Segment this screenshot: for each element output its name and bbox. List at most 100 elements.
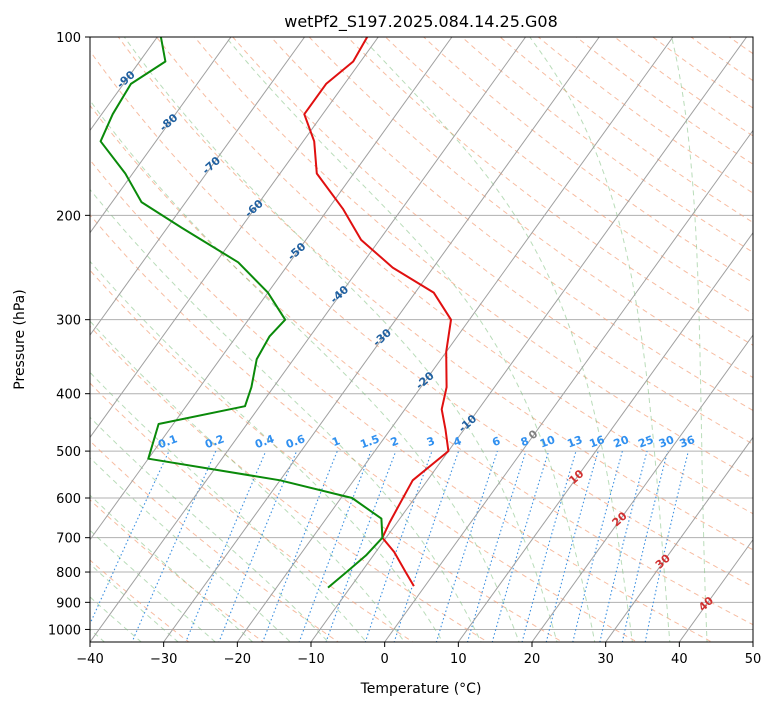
y-tick-label: 1000 [48,623,81,638]
y-tick-label: 700 [56,532,81,547]
isotherm-label: -10 [456,412,480,435]
mixing-ratio-line [466,450,527,642]
mixing-ratio-label: 25 [636,433,655,450]
x-tick-label: 40 [671,652,688,667]
temperature-profile [303,37,452,587]
dry-adiabat [90,159,713,642]
y-tick-label: 400 [56,388,81,403]
dewpoint-profile [99,37,384,589]
moist-adiabat [90,563,179,642]
mixing-ratio-line [491,450,550,642]
moist-adiabat [360,37,633,642]
isotherm-line [752,641,753,642]
dry-adiabat [346,37,753,346]
mixing-ratio-line [364,450,433,642]
moist-adiabat [90,596,142,642]
isotherm-line [90,37,306,336]
y-axis: 100 200 300 400 500 600 700 800 900 1000 [48,31,90,638]
x-tick-label: 50 [745,652,762,667]
mixing-ratio-line [185,450,267,642]
moist-adiabat [90,371,367,642]
mixing-ratio-label: 4 [452,434,464,449]
isotherm-label: -30 [370,326,394,349]
mixing-ratio-label: 0.6 [284,432,307,451]
mixing-ratio-line [644,450,689,642]
mixing-ratio-label: 2 [389,434,401,449]
x-axis: −40 −30 −20 −10 0 10 20 30 40 50 [76,642,761,667]
y-tick-label: 600 [56,492,81,507]
mixing-ratio-label: 0.2 [203,432,226,451]
background-lines [0,37,753,642]
y-tick-label: 900 [56,596,81,611]
y-tick-label: 800 [56,566,81,581]
isotherm-line [310,37,748,642]
isotherm-label: -40 [328,283,352,306]
dry-adiabat [193,37,753,480]
isotherm-line [90,37,453,541]
moist-adiabat [225,37,596,642]
x-tick-label: 30 [597,652,614,667]
x-tick-label: 0 [381,652,389,667]
mixing-ratio-label: 16 [588,433,607,451]
isotherm-label: 20 [610,509,630,529]
mixing-ratio-label: 36 [678,433,697,451]
plot-frame [89,36,754,643]
x-tick-label: −10 [297,652,324,667]
mixing-ratio-line [545,450,599,642]
dry-adiabat [499,37,753,224]
isotherm-label: -50 [285,240,309,263]
moist-adiabat [90,529,216,642]
mixing-ratio-label: 0.4 [253,432,276,451]
mixing-ratio-line [572,450,623,642]
mixing-ratio-label: 30 [657,433,676,451]
mixing-ratio-line [218,450,298,642]
dry-adiabat [613,37,753,137]
moist-adiabat [90,188,482,642]
moist-adiabat [90,260,444,642]
dry-adiabat [117,37,753,551]
dry-adiabat [308,37,753,379]
mixing-ratio-line [621,450,669,642]
y-tick-label: 100 [56,31,81,46]
isotherm-line [384,129,753,642]
mixing-ratio-label: 1 [330,434,342,449]
isotherm-line [163,37,600,642]
isotherm-line [90,37,379,439]
y-tick-label: 200 [56,209,81,224]
moist-adiabat [529,37,671,642]
isotherm-line [457,231,753,642]
mixing-ratio-label: 10 [538,433,557,451]
y-tick-label: 500 [56,445,81,460]
mixing-ratio-label: 1.5 [358,432,381,451]
y-axis-title: Pressure (hPa) [12,289,28,389]
x-tick-label: −20 [224,652,251,667]
dry-adiabat [422,37,753,284]
isotherm-label: -90 [114,68,138,91]
isotherm-line [90,37,232,234]
mixing-ratio-line [262,450,338,642]
dry-adiabat [90,269,564,642]
moist-adiabat [671,37,708,642]
dry-adiabat [232,37,753,445]
isotherm-label: 40 [696,594,716,614]
mixing-ratio-label: 0.1 [156,432,179,451]
x-tick-label: 10 [450,652,467,667]
mixing-ratio-label: 6 [490,434,502,449]
isotherm-line [0,37,10,642]
mixing-ratio-label: 13 [565,433,584,450]
mixing-ratio-line [393,450,460,642]
mixing-ratio-line [131,450,217,642]
chart-title: wetPf2_S197.2025.084.14.25.G08 [284,12,558,32]
x-axis-title: Temperature (°C) [360,681,482,697]
dry-adiabat [728,37,753,55]
isotherm-line [678,538,753,642]
dry-adiabat [90,440,340,642]
moist-adiabat [90,494,254,642]
isotherm-label: 30 [653,552,673,572]
dry-adiabat [90,104,753,626]
isotherm-line [605,436,753,642]
dry-adiabat [537,37,753,194]
isotherm-label: -80 [157,111,181,134]
mixing-ratio-label: 3 [425,434,437,449]
